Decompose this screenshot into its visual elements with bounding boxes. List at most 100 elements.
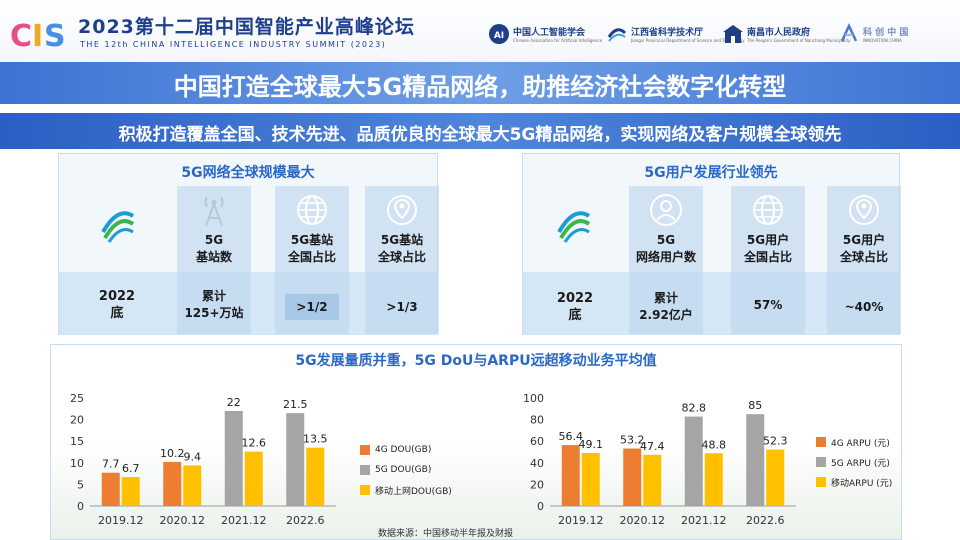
column-value: >1/2 [296, 300, 328, 314]
partner-name: 江西省科学技术厅 [631, 28, 704, 38]
legend-label: 5G ARPU (元) [831, 458, 890, 469]
partner-sub: Chinese Association for Artificial Intel… [513, 38, 603, 43]
y-tick-label: 15 [70, 435, 84, 448]
bar [244, 451, 263, 506]
legend-label: 移动ARPU (元) [831, 478, 893, 489]
bar [684, 416, 703, 506]
x-tick-label: 2020.12 [160, 514, 206, 527]
y-tick-label: 80 [530, 414, 544, 427]
y-tick-label: 25 [70, 392, 84, 405]
y-tick-label: 20 [70, 414, 84, 427]
panel-title: 5G用户发展行业领先 [644, 165, 778, 181]
column-global-share: 5G基站 全球占比 >1/3 [365, 186, 439, 334]
subtitle-band: 积极打造覆盖全国、技术先进、品质优良的全球最大5G精品网络，实现网络及客户规模全… [0, 113, 960, 149]
data-label: 48.8 [702, 438, 727, 451]
bar [704, 453, 723, 506]
panel-title: 5G网络全球规模最大 [181, 165, 315, 181]
china-mobile-logo-icon [557, 211, 591, 243]
legend-swatch [816, 437, 826, 447]
bar [183, 465, 202, 506]
y-tick-label: 40 [530, 457, 544, 470]
partner-sub: Jiangxi Provincial Department of Science… [631, 38, 745, 43]
legend-item: 4G ARPU (元) [816, 432, 892, 452]
column-base-stations: 5G 基站数 累计 125+万站 [177, 186, 251, 334]
nanchang-icon [723, 25, 743, 43]
data-source-note: 数据来源：中国移动半年报及财报 [378, 529, 514, 539]
column-value: ~40% [844, 300, 884, 314]
column-label: 5G用户 全国占比 [743, 233, 792, 264]
column-value: 57% [753, 298, 783, 312]
location-globe-icon [849, 195, 879, 225]
data-label: 82.8 [682, 402, 707, 415]
partner-name: 中国人工智能学会 [513, 28, 586, 38]
x-tick-label: 2021.12 [221, 514, 267, 527]
column-label: 5G基站 全国占比 [287, 233, 336, 264]
partner-innovation: 科 创 中 国 INNOVATION CHINA [838, 22, 908, 46]
data-label: 9.4 [184, 450, 202, 463]
network-scale-panel: 5G网络全球规模最大 2022 底 5G 基站数 累计 125+万站 5G基站 … [58, 153, 439, 335]
bar [101, 472, 120, 506]
y-tick-label: 10 [70, 457, 84, 470]
user-icon [650, 194, 682, 226]
legend-label: 移动上网DOU(GB) [375, 486, 452, 497]
row-label-2022: 2022 底 [98, 289, 136, 321]
bar [306, 447, 325, 506]
column-label: 5G用户 全球占比 [839, 233, 888, 264]
header: C I S 2023第十二届中国智能产业高峰论坛 THE 12th CHINA … [0, 0, 960, 62]
partner-nanchang: 南昌市人民政府 The People's Government of Nancha… [722, 22, 850, 46]
bar [746, 414, 765, 506]
column-value: >1/3 [386, 300, 418, 314]
column-global-user-share: 5G用户 全球占比 [827, 186, 901, 334]
y-tick-label: 60 [530, 435, 544, 448]
y-tick-label: 0 [537, 500, 544, 513]
summit-subtitle: THE 12th CHINA INTELLIGENCE INDUSTRY SUM… [80, 40, 387, 49]
bar [286, 413, 305, 506]
partner-name: 南昌市人民政府 [747, 28, 811, 38]
x-tick-label: 2022.6 [286, 514, 325, 527]
legend-item: 4G DOU(GB) [360, 440, 452, 460]
legend-swatch [360, 485, 370, 495]
data-label: 85 [748, 399, 762, 412]
svg-text:C: C [10, 19, 32, 54]
bar [163, 461, 182, 506]
data-label: 53.2 [620, 434, 645, 447]
legend-item: 移动上网DOU(GB) [360, 480, 452, 500]
dou-chart-legend: 4G DOU(GB) 5G DOU(GB) 移动上网DOU(GB) [360, 440, 452, 500]
column-value: 累计 2.92亿户 [639, 291, 693, 322]
section-title: 5G发展量质并重，5G DoU与ARPU远超移动业务平均值 [295, 353, 657, 369]
bar [766, 449, 785, 506]
data-label: 10.2 [160, 447, 185, 460]
legend-swatch [360, 445, 370, 455]
x-tick-label: 2019.12 [98, 514, 144, 527]
legend-item: 移动ARPU (元) [816, 472, 892, 492]
antenna-icon [204, 196, 224, 227]
y-tick-label: 5 [77, 478, 84, 491]
legend-item: 5G DOU(GB) [360, 460, 452, 480]
legend-item: 5G ARPU (元) [816, 452, 892, 472]
globe-icon [753, 195, 783, 225]
partner-jiangxi: 江西省科学技术厅 Jiangxi Provincial Department of… [606, 22, 745, 46]
data-label: 13.5 [303, 433, 328, 446]
row-label-2022: 2022 底 [556, 291, 594, 323]
column-national-user-share: 5G用户 全国占比 [731, 186, 805, 334]
column-national-share: 5G基站 全国占比 >1/2 [275, 186, 349, 334]
partner-sub: The People's Government of Nanchang Muni… [747, 38, 851, 43]
y-tick-label: 20 [530, 478, 544, 491]
column-label: 5G 网络用户数 [635, 233, 696, 264]
cis-logo-icon: C I S [10, 19, 66, 54]
china-mobile-logo-icon [101, 211, 135, 243]
data-label: 7.7 [102, 458, 120, 471]
partner-caai: AI 中国人工智能学会 Chinese Association for Artif… [488, 22, 602, 46]
bar [623, 448, 642, 506]
globe-icon [297, 195, 327, 225]
bar [121, 477, 140, 506]
legend-swatch [816, 477, 826, 487]
partner-sub: INNOVATION CHINA [863, 38, 902, 43]
data-label: 6.7 [122, 462, 140, 475]
x-tick-label: 2021.12 [681, 514, 727, 527]
y-tick-label: 100 [523, 392, 544, 405]
arpu-bar-chart: 0 20 40 60 80 100 2019.12 56.449.1 2020.12 53.247… [523, 392, 796, 527]
x-tick-label: 2019.12 [558, 514, 604, 527]
value-highlight [285, 294, 339, 320]
svg-text:S: S [44, 19, 66, 54]
